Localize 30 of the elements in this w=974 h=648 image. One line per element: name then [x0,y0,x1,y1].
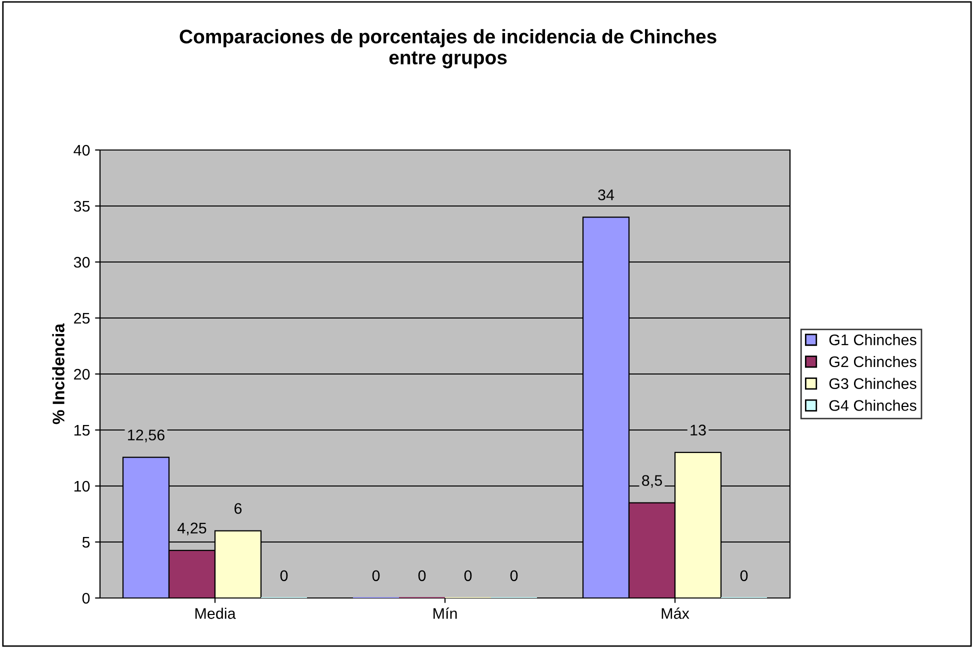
data-label: 0 [418,570,426,582]
y-tick-label: 5 [82,537,90,548]
data-label: 6 [234,503,242,514]
data-label: 0 [740,570,748,582]
chart-title: Comparaciones de porcentajes de incidencia de Chinches entre grupos [180,29,716,68]
y-tick-label: 40 [74,144,90,156]
data-label: 0 [372,570,380,582]
y-axis-title: % Incidencia [52,323,64,424]
legend-label: G1 Chinches [829,334,916,346]
legend-label: G4 Chinches [829,400,916,411]
data-label: 4,25 [177,522,206,536]
data-label: 34 [598,189,614,200]
y-tick-label: 0 [82,592,90,604]
data-label: 13 [690,424,706,436]
y-tick-label: 15 [74,425,90,436]
y-tick-label: 10 [74,480,90,492]
x-tick-label: Media [195,608,236,619]
x-tick-label: Máx [662,608,690,619]
data-label: 0 [464,570,472,582]
data-label: 0 [510,570,518,582]
data-label: 12,56 [128,430,164,442]
y-tick-label: 35 [74,200,90,212]
y-tick-label: 30 [74,256,90,268]
y-tick-label: 20 [74,368,90,380]
x-tick-label: Mín [434,608,457,619]
data-label: 0 [280,570,288,582]
data-label: 8,5 [642,475,662,488]
legend-label: G2 Chinches [829,356,916,368]
y-tick-label: 25 [74,312,90,324]
legend-label: G3 Chinches [829,378,916,390]
